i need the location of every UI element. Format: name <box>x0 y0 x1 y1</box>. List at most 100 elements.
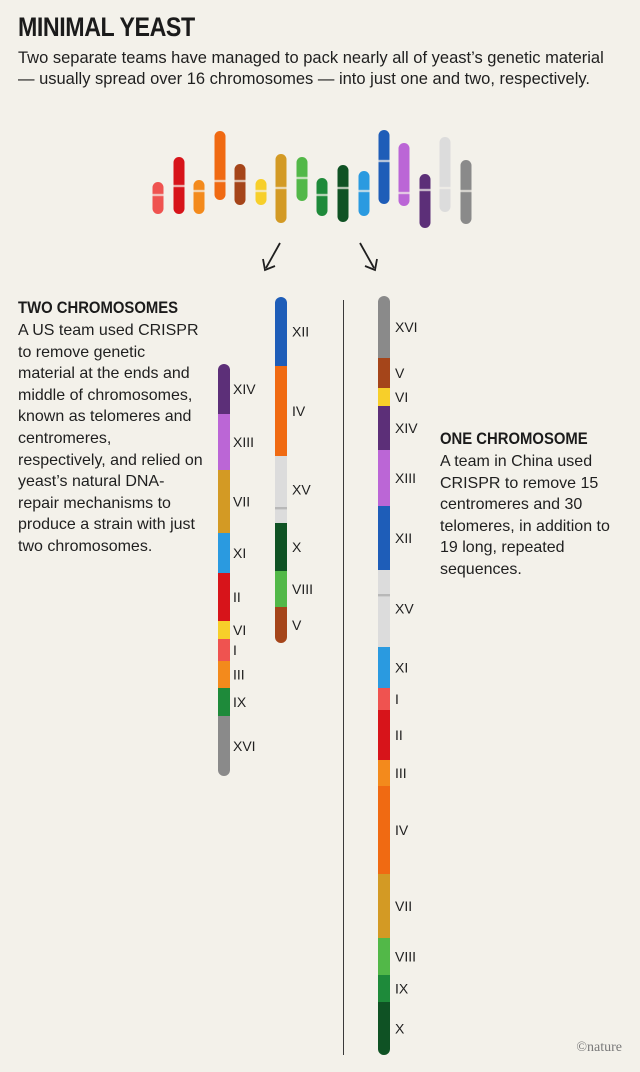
chromosome-a-segment-xiv <box>218 364 230 414</box>
chromosome-a-segment-ii <box>218 573 230 621</box>
chromosome-a-segment-xi <box>218 533 230 573</box>
single-chromosome-segment-iv <box>378 786 390 874</box>
chromosome-b-segment-xii <box>275 297 287 366</box>
single-chromosome-segment-ix <box>378 975 390 1002</box>
arrow-to-one-icon <box>359 242 378 272</box>
single-chromosome-segment-iii <box>378 760 390 786</box>
chromosome-b-segment-x <box>275 523 287 571</box>
one-chromosome-heading: ONE CHROMOSOME <box>440 430 588 448</box>
top-chromosome-xiv <box>419 174 431 228</box>
chromosome-xi-body <box>358 171 370 216</box>
centromere-mark <box>296 176 308 180</box>
centromere-mark <box>275 186 287 190</box>
centromere-mark <box>460 189 472 193</box>
top-chromosome-vi <box>255 179 267 205</box>
single-chromosome-segment-viii <box>378 938 390 975</box>
chromosome-a-segment-xiii <box>218 414 230 470</box>
chromosome-ix-body <box>316 178 328 216</box>
top-chromosome-ix <box>316 178 328 216</box>
single-chromosome-label-viii: VIII <box>395 949 416 965</box>
one-chromosome-description: A team in China used CRISPR to remove 15… <box>440 453 610 578</box>
single-chromosome-label-xiii: XIII <box>395 470 416 486</box>
chromosome-a-label-ii: II <box>233 589 241 605</box>
top-chromosome-xii <box>378 130 390 204</box>
single-chromosome-label-ii: II <box>395 727 403 743</box>
chromosome-a-label-xiv: XIV <box>233 381 256 397</box>
single-chromosome-segment-ii <box>378 710 390 760</box>
two-chromosomes-description: A US team used CRISPR to remove genetic … <box>18 322 203 555</box>
chromosome-a-segment-iii <box>218 661 230 688</box>
two-chromosomes-heading: TWO CHROMOSOMES <box>18 299 179 317</box>
single-chromosome-label-xiv: XIV <box>395 420 418 436</box>
top-chromosome-iv <box>214 131 226 200</box>
top-chromosome-viii <box>296 157 308 201</box>
single-chromosome-label-xv: XV <box>395 601 414 617</box>
chromosome-b-label-v: V <box>292 617 302 633</box>
top-chromosome-v <box>234 164 246 205</box>
single-chromosome-segment-xvi <box>378 296 390 358</box>
top-chromosome-vii <box>275 154 287 223</box>
chromosome-a-label-xvi: XVI <box>233 738 256 754</box>
single-chromosome-label-iv: IV <box>395 822 409 838</box>
single-chromosome-label-xvi: XVI <box>395 319 418 335</box>
merged-chromosome-b: XII IV XV X VIII V <box>275 297 313 643</box>
single-chromosome-label-xii: XII <box>395 530 412 546</box>
chromosome-a-label-xiii: XIII <box>233 434 254 450</box>
chromosome-b-segments <box>275 297 287 643</box>
chromosome-a-label-i: I <box>233 642 237 658</box>
chromosome-xiii-body <box>398 143 410 206</box>
centromere-remnant <box>275 507 287 510</box>
chromosome-xv-body <box>439 137 451 212</box>
chromosome-xiv-body <box>419 174 431 228</box>
single-chromosome-segment-vi <box>378 388 390 406</box>
chromosome-a-label-ix: IX <box>233 694 247 710</box>
single-chromosome-label-x: X <box>395 1021 405 1037</box>
centromere-mark <box>255 189 267 193</box>
single-chromosome-segment-vii <box>378 874 390 938</box>
chromosome-i-body <box>152 182 164 214</box>
single-chromosome-label-vii: VII <box>395 898 412 914</box>
chromosome-a-segments <box>218 364 230 776</box>
single-chromosome-label-ix: IX <box>395 981 409 997</box>
centromere-mark <box>152 193 164 197</box>
top-chromosome-xv <box>439 137 451 212</box>
chromosome-b-segment-viii <box>275 571 287 607</box>
centromere-mark <box>439 186 451 190</box>
single-chromosome-label-xi: XI <box>395 660 408 676</box>
single-chromosome-label-vi: VI <box>395 389 408 405</box>
nature-credit: ©nature <box>576 1040 622 1055</box>
single-chromosome-segment-xiii <box>378 450 390 506</box>
single-chromosome-label-v: V <box>395 365 405 381</box>
top-chromosome-xvi <box>460 160 472 224</box>
figure-subtitle: Two separate teams have managed to pack … <box>18 49 604 88</box>
centromere-mark <box>193 189 205 193</box>
chromosome-b-label-xii: XII <box>292 324 309 340</box>
chromosome-b-label-x: X <box>292 539 302 555</box>
top-chromosome-xi <box>358 171 370 216</box>
single-chromosome-label-iii: III <box>395 765 407 781</box>
divider-line <box>343 300 344 1055</box>
centromere-mark <box>378 159 390 163</box>
chromosome-a-segment-vi <box>218 621 230 639</box>
centromere-mark <box>214 179 226 183</box>
centromere-mark <box>173 184 185 188</box>
centromere-remnant <box>378 594 390 597</box>
chromosome-x-body <box>337 165 349 222</box>
single-chromosome-segment-xii <box>378 506 390 570</box>
original-16-chromosomes <box>152 130 472 228</box>
chromosome-xii-body <box>378 130 390 204</box>
top-chromosome-x <box>337 165 349 222</box>
chromosome-a-segment-i <box>218 639 230 661</box>
single-chromosome-segments <box>378 296 390 1055</box>
top-chromosome-i <box>152 182 164 214</box>
centromere-mark <box>316 193 328 197</box>
chromosome-iii-body <box>193 180 205 214</box>
centromere-mark <box>234 179 246 183</box>
centromere-mark <box>358 189 370 193</box>
chromosome-b-segment-xv <box>275 456 287 523</box>
chromosome-b-segment-iv <box>275 366 287 456</box>
chromosome-b-label-iv: IV <box>292 403 306 419</box>
single-chromosome-segment-xv <box>378 570 390 647</box>
chromosome-a-segment-ix <box>218 688 230 716</box>
